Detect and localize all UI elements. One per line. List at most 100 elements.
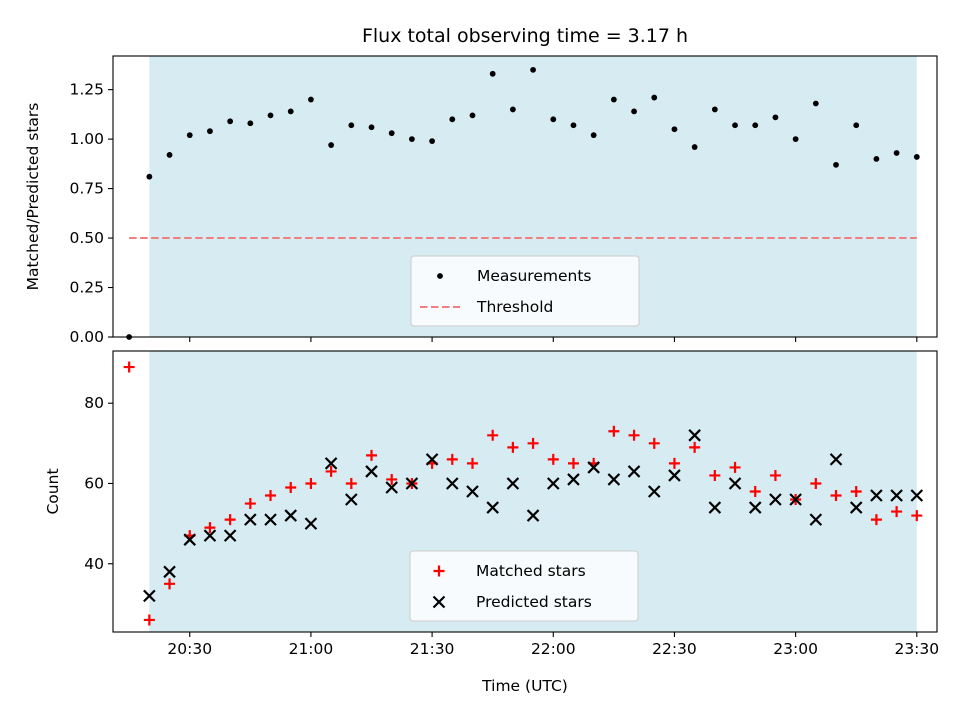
data-point <box>789 493 802 506</box>
data-point <box>146 173 153 180</box>
data-point <box>368 124 375 131</box>
data-point <box>446 453 458 465</box>
data-point <box>631 108 637 115</box>
axes-frame <box>112 350 938 633</box>
data-point <box>265 490 277 502</box>
series-measurements <box>126 66 920 340</box>
legend-box <box>409 550 639 622</box>
data-point <box>526 509 540 522</box>
legend-marker <box>437 273 443 279</box>
data-point <box>590 132 597 139</box>
data-point <box>247 120 254 127</box>
x-tick-label: 23:00 <box>773 640 818 658</box>
data-point <box>527 437 539 449</box>
data-point <box>830 490 842 502</box>
data-point <box>345 493 358 506</box>
data-point <box>325 465 337 477</box>
data-point <box>304 517 318 530</box>
legend: Matched stars Predicted stars <box>409 550 639 622</box>
data-point <box>550 116 557 123</box>
y-tick-label: 0.50 <box>69 229 104 247</box>
data-point <box>547 453 559 465</box>
series-predicted-stars <box>143 429 924 603</box>
data-point <box>244 498 256 510</box>
data-point <box>829 453 843 466</box>
data-point <box>469 112 476 119</box>
data-point <box>608 425 620 437</box>
x-tick-label: 22:00 <box>531 640 576 658</box>
legend-label: Threshold <box>476 298 553 316</box>
data-point <box>708 501 722 514</box>
data-point <box>728 477 742 490</box>
data-point <box>509 106 516 113</box>
y-axis-label: Count <box>44 468 62 514</box>
data-point <box>123 361 135 373</box>
data-point <box>530 66 536 73</box>
data-point <box>506 477 520 490</box>
data-point <box>409 136 415 143</box>
data-point <box>891 506 903 518</box>
data-point <box>224 514 236 526</box>
data-point <box>671 126 678 133</box>
y-tick-label: 80 <box>84 394 104 412</box>
data-point <box>833 161 839 168</box>
y-tick-label: 40 <box>84 555 104 573</box>
x-tick-label: 21:30 <box>410 640 455 658</box>
data-point <box>910 489 924 502</box>
data-point <box>166 152 173 158</box>
data-point <box>893 150 900 156</box>
data-point <box>386 473 398 485</box>
data-point <box>850 486 862 497</box>
data-point <box>366 449 378 461</box>
data-point <box>587 461 600 474</box>
data-point <box>308 96 314 103</box>
y-tick-label: 0.25 <box>69 279 104 297</box>
data-point <box>264 513 277 526</box>
data-point <box>812 100 819 107</box>
data-point <box>809 513 823 526</box>
data-point <box>429 138 435 144</box>
data-point <box>647 485 661 498</box>
data-point <box>610 96 617 103</box>
legend-marker <box>433 565 445 577</box>
legend-marker <box>432 595 446 609</box>
data-point <box>203 529 217 542</box>
data-point <box>405 477 419 490</box>
panel-ratio: 0.00 0.25 0.50 0.75 1.00 1.25 Flux total obser… <box>24 25 938 346</box>
x-axis-label: Time (UTC) <box>481 677 568 695</box>
y-axis-label: Matched/Predicted stars <box>24 103 42 291</box>
data-point <box>911 510 923 522</box>
data-point <box>546 477 560 490</box>
x-tick-label: 21:00 <box>289 640 334 658</box>
data-point <box>328 142 335 148</box>
data-point <box>489 70 496 77</box>
data-point <box>769 469 781 481</box>
data-point <box>163 565 176 579</box>
data-point <box>627 465 641 478</box>
data-point <box>324 457 338 470</box>
legend-label: Predicted stars <box>476 593 592 611</box>
data-point <box>227 118 234 125</box>
y-tick-label: 1.00 <box>69 130 104 148</box>
data-point <box>385 481 398 494</box>
data-point <box>507 441 519 453</box>
data-point <box>487 429 499 441</box>
data-point <box>732 122 738 129</box>
data-point <box>688 429 701 442</box>
data-point <box>284 509 298 522</box>
data-point <box>709 469 721 481</box>
legend: Measurements Threshold <box>410 255 640 327</box>
x-tick-label: 20:30 <box>167 640 212 658</box>
data-point <box>668 469 681 482</box>
legend-label: Measurements <box>477 267 592 285</box>
data-point <box>628 429 640 441</box>
data-point <box>164 578 176 590</box>
y-tick-label: 60 <box>84 474 104 492</box>
data-point <box>570 122 577 129</box>
data-point <box>267 112 274 119</box>
data-point <box>870 489 883 502</box>
data-point <box>668 457 680 469</box>
data-point <box>870 514 882 526</box>
data-point <box>769 493 782 506</box>
data-point <box>873 156 880 162</box>
